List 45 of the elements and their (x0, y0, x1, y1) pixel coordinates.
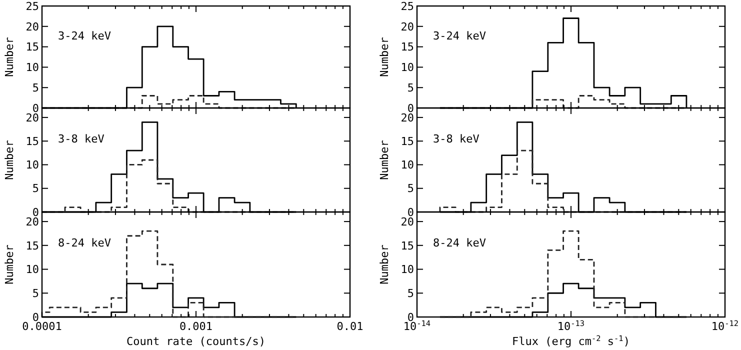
y-tick-label: 10 (400, 263, 414, 276)
annotation: 3-8 keV (433, 132, 480, 146)
y-axis-title: Number (378, 36, 391, 77)
y-axis-title: Number (3, 244, 16, 284)
x-tick-label: 0.0001 (22, 320, 62, 333)
x-tick-label: 0.01 (336, 320, 364, 333)
y-tick-label: 5 (32, 81, 39, 94)
x-tick-label: 10$^{-12}$ (711, 318, 739, 333)
y-axis-title: Number (378, 140, 391, 180)
y-axis-title: Number (3, 140, 16, 180)
y-tick-label: 20 (26, 111, 39, 124)
y-tick-label: 5 (32, 182, 39, 196)
annotation: 3-24 keV (433, 30, 486, 43)
y-tick-label: 10 (26, 61, 39, 74)
x-tick-label: 0.001 (179, 320, 213, 333)
y-tick-label: 25 (400, 0, 414, 13)
y-tick-label: 5 (407, 182, 414, 196)
y-tick-label: 10 (26, 158, 39, 172)
y-tick-label: 20 (26, 215, 39, 228)
y-tick-label: 10 (400, 61, 414, 74)
y-tick-label: 5 (407, 286, 414, 300)
y-tick-label: 15 (400, 239, 414, 252)
y-tick-label: 10 (400, 158, 414, 172)
x-axis-title: Flux (erg cm$^{-2}$ s$^{-1}$) (512, 334, 630, 348)
y-tick-label: 20 (400, 215, 414, 228)
y-tick-label: 5 (407, 81, 414, 94)
y-tick-label: 10 (26, 263, 39, 276)
y-tick-label: 5 (32, 286, 39, 300)
annotation: 8-24 keV (433, 236, 486, 250)
y-tick-label: 15 (26, 134, 39, 148)
x-axis-title: Count rate (counts/s) (126, 335, 266, 348)
y-tick-label: 15 (400, 134, 414, 148)
y-tick-label: 15 (400, 40, 414, 54)
y-tick-label: 20 (400, 20, 414, 34)
annotation: 3-8 keV (58, 132, 105, 146)
annotation: 3-24 keV (58, 30, 112, 43)
y-tick-label: 20 (400, 111, 414, 124)
annotation: 8-24 keV (58, 236, 112, 250)
y-tick-label: 25 (26, 0, 39, 13)
y-tick-label: 15 (26, 239, 39, 252)
y-tick-label: 15 (26, 40, 39, 54)
y-tick-label: 20 (26, 20, 39, 34)
x-tick-label: 10$^{-13}$ (557, 318, 585, 333)
y-axis-title: Number (378, 244, 391, 284)
y-axis-title: Number (3, 36, 16, 77)
